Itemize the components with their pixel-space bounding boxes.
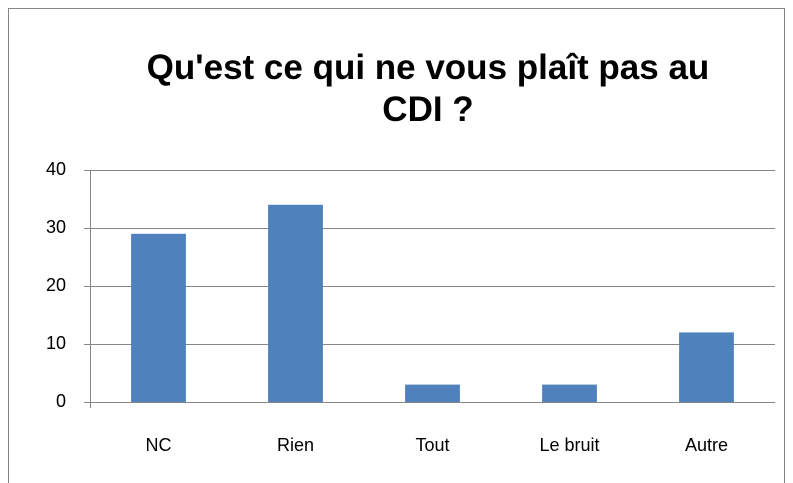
chart-frame — [8, 8, 785, 483]
y-tick-label: 40 — [46, 159, 66, 179]
bar — [679, 332, 734, 402]
y-tick-label: 10 — [46, 333, 66, 353]
x-tick-label: NC — [146, 435, 172, 455]
y-tick-label: 30 — [46, 217, 66, 237]
x-tick-label: Le bruit — [539, 435, 599, 455]
bar — [405, 384, 460, 402]
y-tick-label: 20 — [46, 275, 66, 295]
bar — [542, 384, 597, 402]
x-tick-label: Rien — [277, 435, 314, 455]
x-tick-label: Autre — [685, 435, 728, 455]
y-tick-label: 0 — [56, 391, 66, 411]
x-tick-label: Tout — [415, 435, 449, 455]
bar — [268, 204, 323, 402]
chart-title: Qu'est ce qui ne vous plaît pas au CDI ? — [146, 48, 710, 129]
bar — [131, 233, 186, 402]
